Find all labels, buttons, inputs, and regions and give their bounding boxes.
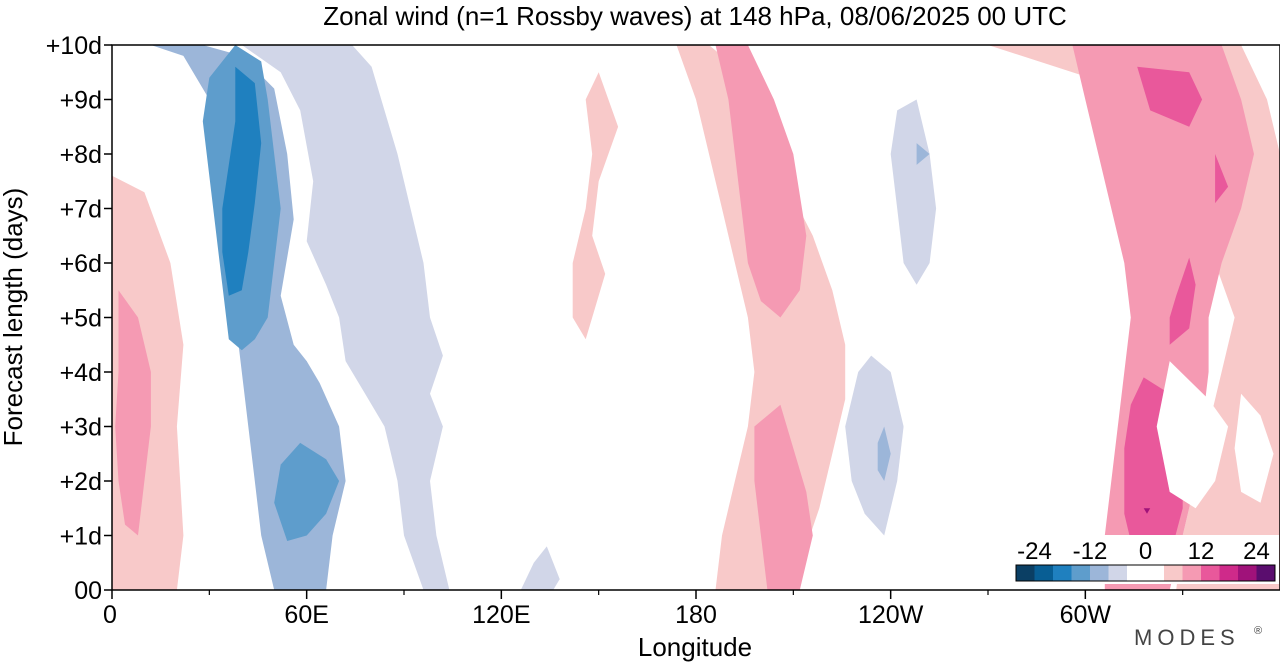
chart-title: Zonal wind (n=1 Rossby waves) at 148 hPa… [323,1,1067,31]
colorbar-swatch [1145,565,1165,581]
x-axis-label: Longitude [638,632,752,662]
contour-region-neg12-10-0 [916,143,930,165]
colorbar-tick-label: 0 [1139,538,1152,565]
y-tick-label: +3d [60,414,102,442]
colorbar-swatch [1071,565,1091,581]
colorbar-swatch [1219,565,1239,581]
colorbar-swatch [1034,565,1054,581]
watermark-registered-mark: ® [1254,625,1262,637]
contour-region-neg8-9-0 [890,99,937,285]
contour-region-pos0-11-1 [1156,361,1229,509]
colorbar-tick-label: 24 [1243,538,1270,565]
contour-region-pos0-11-2 [1234,393,1274,503]
modes-watermark: MODES [1134,625,1240,650]
colorbar-swatch [1256,565,1276,581]
contour-region-pos12-7-3 [1215,154,1229,204]
contour-region-pos12-7-2 [1169,257,1196,345]
contour-region-pos0-11-4 [903,317,975,536]
x-tick-label: 180 [675,601,717,629]
colorbar-tick-label: -24 [1017,538,1052,565]
contour-region-pos20-8-0 [1143,508,1151,514]
y-tick-label: +6d [60,250,102,278]
contour-region-neg12-10-1 [877,426,891,481]
contour-region-neg12-2-1 [293,361,317,405]
contour-region-pos12-7-0 [1137,66,1203,127]
y-axis: 00 +1d +2d +3d +4d +5d +6d +7d +8d +9d +10d [46,32,112,605]
colorbar-tick-label: -12 [1073,538,1108,565]
contour-region-neg16-3-1 [274,442,340,541]
x-tick-label: 60W [1060,601,1112,629]
contour-region-pos0-11-0 [683,175,729,400]
colorbar-frame [1015,564,1276,582]
colorbar-swatch [1238,565,1257,581]
y-tick-label: +5d [60,305,102,333]
contour-region-pos0-11-3 [1039,263,1099,427]
colorbar-swatch [1164,565,1183,581]
colorbar-swatch [1127,565,1146,581]
x-tick-label: 0 [103,601,117,629]
y-tick-label: +4d [60,359,102,387]
colorbar-swatch [1016,565,1035,581]
colorbar-swatch [1201,565,1220,581]
colorbar-swatch [1053,565,1072,581]
x-tick-label: 120W [858,601,924,629]
x-tick-label: 60E [284,601,328,629]
y-tick-label: +1d [60,523,102,551]
y-tick-label: 00 [74,577,102,605]
colorbar-swatch [1182,565,1202,581]
contour-region-neg20-4-0 [222,66,262,296]
contour-region-pos8-6-1 [754,404,813,590]
contour-region-neg8-9-2 [520,546,560,590]
y-tick-label: +2d [60,468,102,496]
plot-area [112,45,1280,591]
contour-region-neg8-1-0 [209,45,450,590]
y-tick-label: +9d [60,87,102,115]
x-axis: 0 60E 120E 180 120W 60W [103,590,1184,629]
contour-region-pos4-5-0 [676,45,846,590]
y-tick-label: +8d [60,141,102,169]
colorbar-swatch [1108,565,1128,581]
contour-region-pos8-6-0 [715,45,807,318]
y-tick-label: +10d [46,32,102,60]
y-tick-label: +7d [60,196,102,224]
contour-region-neg8-9-1 [845,355,904,536]
colorbar: -24 -12 0 12 24 [998,535,1279,584]
contour-region-pos8-6-2 [1072,45,1254,590]
colorbar-swatch [1090,565,1109,581]
colorbar-tick-label: 12 [1188,538,1215,565]
contour-region-pos4-5-3 [572,72,619,340]
contour-region-pos8-6-3 [115,290,151,536]
x-tick-label: 120E [472,601,530,629]
y-axis-label: Forecast length (days) [0,188,28,447]
